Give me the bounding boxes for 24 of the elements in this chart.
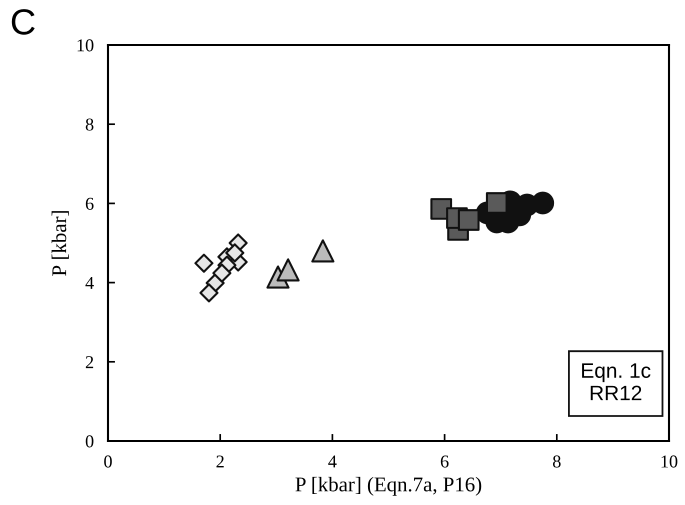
point: [311, 239, 334, 262]
point: [225, 243, 244, 262]
y-axis-title: P [kbar]: [52, 211, 69, 276]
annotation: Eqn. 1c RR12: [582, 363, 650, 400]
y-tick-label: 6: [86, 198, 94, 210]
point: [199, 283, 219, 302]
x-tick-label: 10: [662, 455, 678, 468]
x-tick-label: 4: [328, 456, 337, 468]
x-tick-label: 6: [440, 455, 449, 468]
point: [212, 264, 232, 283]
point: [276, 258, 300, 282]
point: [194, 254, 214, 273]
point: [486, 192, 508, 214]
y-tick-label: 4: [85, 276, 94, 289]
y-tick-label: 10: [78, 39, 94, 52]
y-tick-label: 0: [86, 435, 94, 448]
y-tick-label: 2: [86, 356, 94, 368]
y-tick-label: 8: [86, 118, 94, 131]
x-axis-title: P [kbar] (Eqn.7a, P16): [295, 476, 482, 496]
x-tick-label: 0: [104, 455, 112, 468]
x-tick-label: 8: [552, 455, 561, 468]
chart-title: C: [12, 9, 35, 35]
x-tick-label: 2: [216, 455, 224, 468]
point: [458, 209, 480, 231]
